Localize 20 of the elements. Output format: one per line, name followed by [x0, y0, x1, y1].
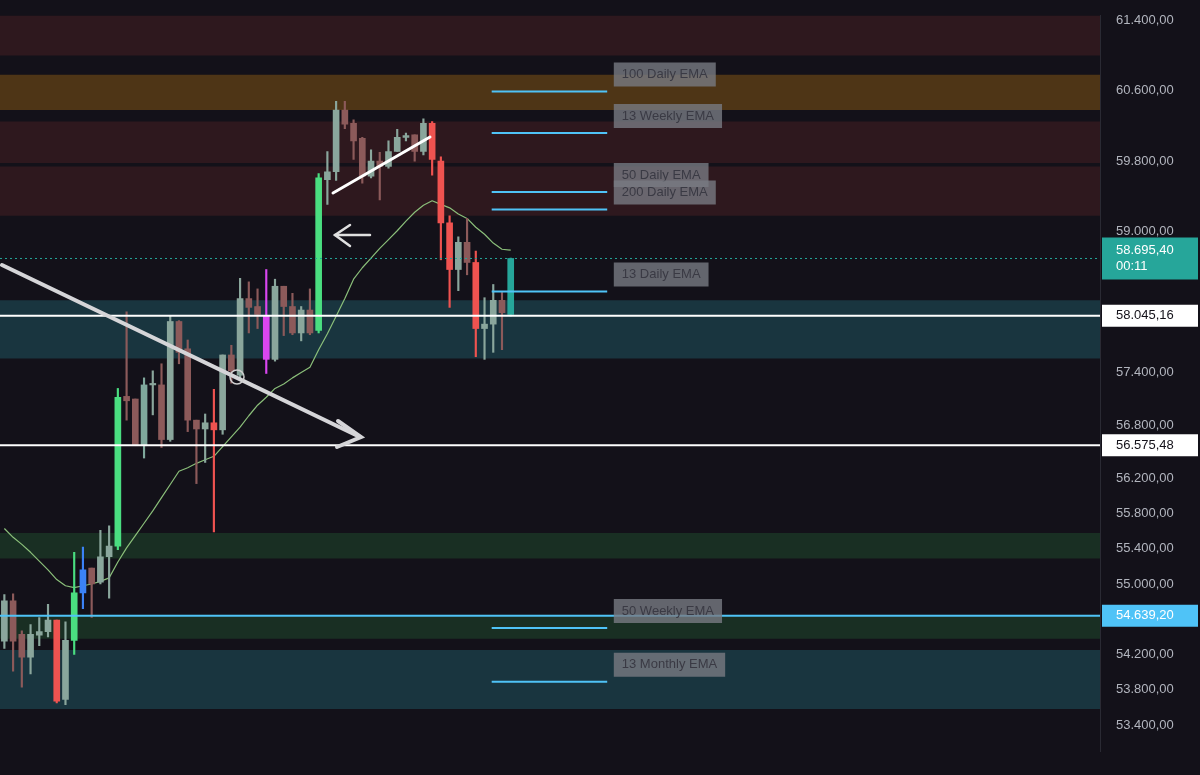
- y-tick-label: 58.695,40 00:11: [1116, 242, 1174, 273]
- y-tick-label: 53.800,00: [1116, 681, 1174, 697]
- y-tick-label: 55.400,00: [1116, 540, 1174, 556]
- y-tick-label: 57.400,00: [1116, 364, 1174, 380]
- y-tick-label: 61.400,00: [1116, 11, 1174, 27]
- candlestick: [481, 297, 488, 360]
- y-tick-label: 56.800,00: [1116, 417, 1174, 433]
- y-tick-label: 55.800,00: [1116, 505, 1174, 521]
- candlestick: [193, 419, 200, 484]
- y-tick-label: 60.600,00: [1116, 82, 1174, 98]
- y-tick-label: 54.639,20: [1116, 607, 1174, 623]
- y-tick-label: 56.575,48: [1116, 436, 1174, 452]
- y-tick-label: 58.045,16: [1116, 307, 1174, 323]
- y-tick-label: 54.200,00: [1116, 646, 1174, 662]
- y-tick-label: 59.000,00: [1116, 223, 1174, 239]
- y-tick-label: 55.000,00: [1116, 575, 1174, 591]
- y-tick-label: 53.400,00: [1116, 716, 1174, 732]
- candlestick: [254, 288, 261, 329]
- y-tick-label: 56.200,00: [1116, 469, 1174, 485]
- y-tick-label: 59.800,00: [1116, 152, 1174, 168]
